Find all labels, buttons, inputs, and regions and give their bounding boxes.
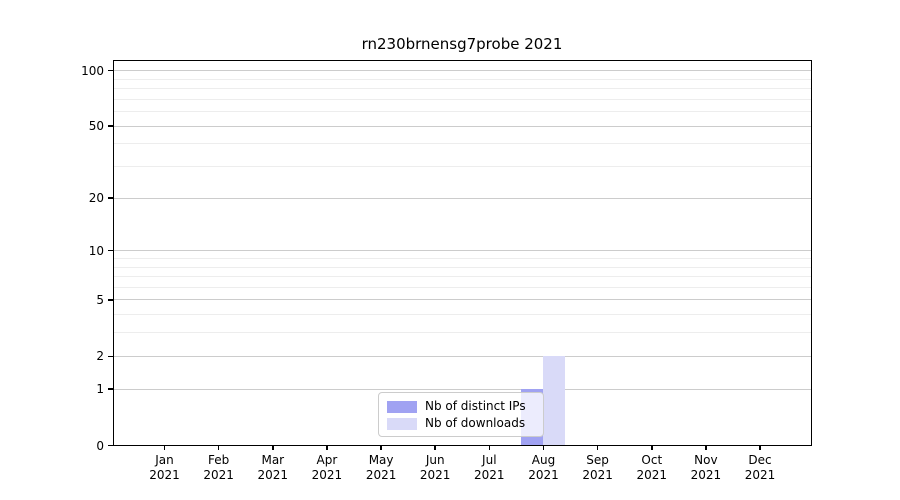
x-tick-label-feb: Feb 2021 (203, 452, 234, 482)
gridline-minor-6 (114, 286, 811, 288)
x-tick-label-sep: Sep 2021 (582, 452, 613, 482)
gridline-major-100 (114, 70, 811, 71)
y-tick-label-10: 10 (88, 243, 104, 258)
x-tick-label-jun: Jun 2021 (419, 452, 451, 482)
gridline-minor-7 (114, 276, 811, 277)
gridline-minor-8 (114, 266, 811, 268)
y-tick-label-2: 2 (96, 349, 104, 364)
y-tick-mark-2 (108, 355, 113, 357)
gridline-major-50 (114, 125, 811, 127)
x-tick-label-nov: Nov 2021 (690, 452, 722, 482)
x-tick-label-dec: Dec 2021 (744, 452, 776, 482)
y-tick-mark-0 (108, 444, 113, 447)
gridline-minor-80 (114, 87, 811, 89)
gridline-major-10 (114, 250, 811, 252)
gridline-minor-60 (114, 111, 811, 112)
y-tick-mark-50 (108, 125, 113, 127)
x-tick-mark-apr (326, 445, 328, 450)
x-tick-mark-oct (651, 445, 653, 450)
gridline-major-5 (114, 299, 811, 301)
downloads-swatch-icon (387, 417, 417, 430)
legend-item-distinct-ips: Nb of distinct IPs (387, 398, 535, 415)
y-tick-mark-10 (108, 249, 113, 252)
plot-area (113, 60, 812, 446)
x-tick-mark-jan (163, 445, 166, 450)
x-tick-label-may: May 2021 (365, 452, 397, 482)
x-tick-mark-jul (488, 445, 491, 450)
x-tick-label-mar: Mar 2021 (257, 452, 289, 482)
x-tick-label-oct: Oct 2021 (636, 452, 668, 482)
y-tick-label-5: 5 (96, 292, 104, 307)
x-tick-mark-jun (434, 445, 436, 450)
y-tick-label-100: 100 (81, 63, 104, 78)
y-tick-label-0: 0 (96, 438, 104, 453)
x-tick-label-apr: Apr 2021 (311, 452, 343, 482)
gridline-minor-3 (114, 332, 811, 334)
x-tick-mark-mar (272, 445, 274, 450)
gridline-major-1 (114, 388, 811, 390)
x-tick-mark-feb (217, 445, 220, 450)
x-tick-mark-sep (596, 445, 599, 450)
y-tick-label-1: 1 (96, 382, 104, 397)
legend-label-distinct-ips: Nb of distinct IPs (425, 399, 526, 413)
y-tick-label-50: 50 (88, 119, 104, 133)
gridline-major-20 (114, 197, 811, 199)
legend-item-downloads: Nb of downloads (387, 415, 535, 432)
x-tick-mark-aug (542, 445, 545, 450)
gridline-minor-70 (114, 98, 811, 100)
gridline-minor-9 (114, 257, 811, 259)
y-tick-mark-5 (108, 299, 113, 301)
x-tick-label-jul: Jul 2021 (474, 452, 505, 482)
x-tick-mark-dec (759, 445, 761, 450)
chart-title: rn230brnensg7probe 2021 (361, 35, 563, 53)
y-tick-mark-20 (108, 197, 113, 199)
legend: Nb of distinct IPs Nb of downloads (378, 392, 544, 437)
gridline-minor-30 (114, 166, 811, 167)
x-tick-mark-nov (705, 445, 707, 450)
x-tick-label-aug: Aug 2021 (528, 452, 559, 482)
y-tick-mark-1 (108, 388, 113, 390)
y-tick-mark-100 (108, 69, 113, 72)
x-tick-mark-may (380, 445, 382, 450)
gridline-major-2 (114, 355, 811, 357)
legend-label-downloads: Nb of downloads (425, 416, 526, 430)
gridline-minor-4 (114, 314, 811, 316)
y-tick-label-20: 20 (88, 191, 104, 206)
distinct-ips-swatch-icon (387, 400, 417, 413)
bar-downloads-aug (543, 355, 565, 445)
gridline-minor-90 (114, 78, 811, 80)
gridline-minor-40 (114, 143, 811, 145)
x-tick-label-jan: Jan 2021 (149, 452, 180, 482)
